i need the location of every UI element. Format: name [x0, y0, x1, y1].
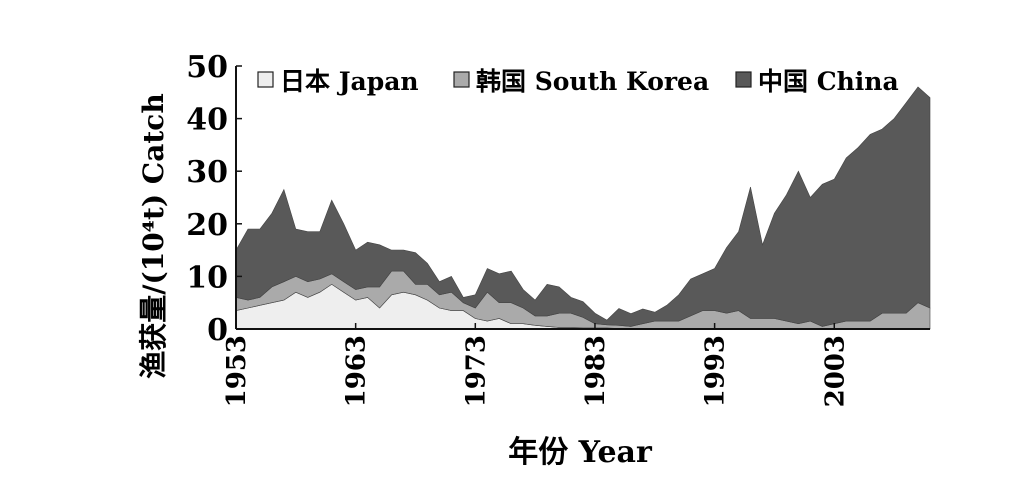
legend-label: 中国 China [758, 67, 899, 96]
x-axis-label: 年份 Year [508, 435, 653, 470]
x-tick-label: 1983 [581, 335, 611, 407]
x-tick-label: 1993 [701, 335, 731, 407]
y-tick-label: 0 [207, 313, 228, 348]
axes: 0 10 20 30 40 50 1953 1963 1973 1983 1993 2003 [186, 50, 930, 407]
legend-label: 韩国 South Korea [476, 67, 709, 96]
y-tick-label: 10 [186, 260, 228, 295]
y-tick-label: 50 [186, 50, 228, 85]
area-series-2 [235, 86, 931, 327]
y-axis-label: 渔获量/(10⁴t) Catch [137, 93, 170, 378]
y-tick-label: 40 [186, 103, 228, 138]
x-tick-label: 1953 [222, 335, 252, 407]
legend-label: 日本 Japan [280, 67, 419, 96]
x-tick-label: 1973 [461, 335, 491, 407]
legend-swatch [453, 71, 470, 88]
legend-item-0: 日本 Japan [257, 67, 419, 96]
stacked-areas [235, 86, 931, 330]
legend-swatch [735, 71, 752, 88]
legend-item-1: 韩国 South Korea [453, 67, 709, 96]
legend: 日本 Japan 韩国 South Korea 中国 China [257, 67, 899, 96]
y-tick-label: 20 [186, 208, 228, 243]
legend-item-2: 中国 China [735, 67, 899, 96]
legend-swatch [257, 71, 274, 88]
y-tick-label: 30 [186, 155, 228, 190]
x-tick-label: 1963 [342, 335, 372, 407]
x-tick-label: 2003 [820, 335, 850, 407]
